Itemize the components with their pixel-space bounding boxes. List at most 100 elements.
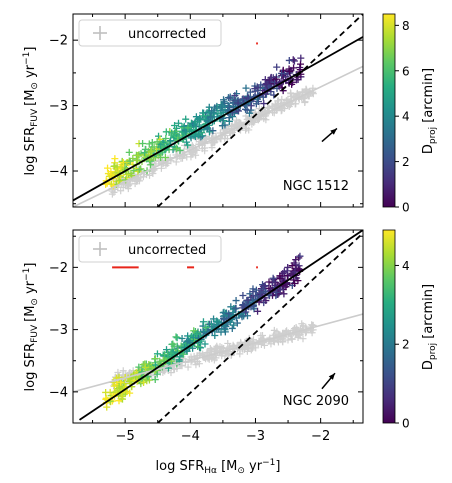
data-point: [232, 305, 240, 313]
correction-arrow-2: [321, 372, 336, 390]
uncorrected-point: [245, 126, 253, 134]
data-point: [153, 350, 161, 358]
data-point: [260, 100, 268, 108]
uncorrected-point: [298, 320, 306, 328]
uncorrected-point: [288, 335, 296, 343]
plot-area-2: [73, 230, 363, 423]
data-point: [175, 119, 183, 127]
y-tick-label: −4: [49, 165, 68, 180]
uncorrected-point: [178, 154, 186, 162]
data-point: [262, 80, 270, 88]
uncorrected-point: [299, 335, 307, 343]
uncorrected-point: [249, 336, 257, 344]
colorbar-tick-label: 6: [402, 64, 410, 78]
uncorrected-point: [195, 360, 203, 368]
uncorrected-point: [224, 339, 232, 347]
uncorrected-point: [228, 122, 236, 130]
data-point: [242, 84, 250, 92]
uncorrected-point: [207, 346, 215, 354]
axis-ticks-2: −5 −4 −3 −2 −4 −3 −2: [49, 230, 363, 444]
uncorrected-point: [196, 138, 204, 146]
data-point: [296, 252, 304, 260]
data-point: [177, 342, 185, 350]
data-point: [194, 343, 202, 351]
colorbar-tick-label: 0: [402, 201, 410, 215]
data-point: [197, 115, 205, 123]
data-point: [297, 54, 305, 62]
colorbar-tick-label: 4: [402, 259, 410, 273]
uncorrected-point: [213, 342, 221, 350]
data-point: [139, 140, 147, 148]
fit-lines-1: [73, 14, 363, 207]
panel-ngc2090: −5 −4 −3 −2 −4 −3 −2 uncorrected NGC 2090 log …: [22, 229, 438, 444]
data-point: [271, 281, 279, 289]
plot-area-1: [73, 14, 363, 207]
legend-label-1: uncorrected: [128, 27, 206, 42]
axes-frame-1: [72, 13, 364, 208]
data-point: [135, 363, 143, 371]
data-point: [180, 122, 188, 130]
data-point: [249, 288, 257, 296]
data-point: [172, 145, 180, 153]
uncorrected-point: [208, 144, 216, 152]
y-tick-label: −2: [49, 261, 68, 276]
data-point: [254, 307, 262, 315]
data-point: [252, 286, 260, 294]
data-point: [168, 131, 176, 139]
uncorrected-point: [270, 338, 278, 346]
uncorrected-point: [135, 177, 143, 185]
fit-line: [73, 36, 363, 202]
data-point: [198, 132, 206, 140]
data-point: [145, 140, 153, 148]
data-point: [104, 164, 112, 172]
uncorrected-point: [131, 180, 139, 188]
data-point: [148, 147, 156, 155]
data-point: [150, 143, 158, 151]
data-point: [157, 153, 165, 161]
data-point: [184, 124, 192, 132]
data-point: [269, 274, 277, 282]
data-point: [206, 113, 214, 121]
data-point: [232, 297, 240, 305]
uncorrected-point: [193, 146, 201, 154]
uncorrected-point: [172, 158, 180, 166]
uncorrected-point: [293, 89, 301, 97]
data-point: [123, 159, 131, 167]
data-point: [294, 76, 302, 84]
data-point: [182, 128, 190, 136]
data-point: [209, 109, 217, 117]
data-point: [168, 350, 176, 358]
uncorrected-point: [288, 92, 296, 100]
x-tick-label: −5: [116, 429, 135, 444]
data-point: [233, 319, 241, 327]
colorbar-tick-label: 2: [402, 338, 410, 352]
uncorrected-point: [291, 100, 299, 108]
data-point: [272, 288, 280, 296]
data-point: [201, 340, 209, 348]
data-point: [214, 109, 222, 117]
data-point: [162, 128, 170, 136]
data-point: [254, 84, 262, 92]
data-point: [162, 135, 170, 143]
one-to-one-line: [157, 14, 363, 207]
axis-ticks-1: −4 −3 −2: [49, 14, 363, 207]
data-point: [228, 324, 236, 332]
data-point: [114, 386, 122, 394]
data-point: [239, 292, 247, 300]
data-point: [134, 151, 142, 159]
y-tick-label: −3: [49, 323, 68, 338]
uncorrected-point: [283, 327, 291, 335]
colorbar-tick-label: 2: [402, 155, 410, 169]
panel-ngc1512: −4 −3 −2 uncorrected NGC 1512 log SFRFUV[M…: [22, 13, 438, 215]
data-point: [291, 280, 299, 288]
data-point: [153, 138, 161, 146]
data-point: [123, 171, 131, 179]
data-point: [218, 101, 226, 109]
data-point: [163, 346, 171, 354]
legend-box-2: [78, 235, 222, 263]
data-point: [173, 334, 181, 342]
uncorrected-point: [270, 326, 278, 334]
data-point: [297, 60, 305, 68]
data-point: [102, 388, 110, 396]
uncorrected-point: [218, 352, 226, 360]
